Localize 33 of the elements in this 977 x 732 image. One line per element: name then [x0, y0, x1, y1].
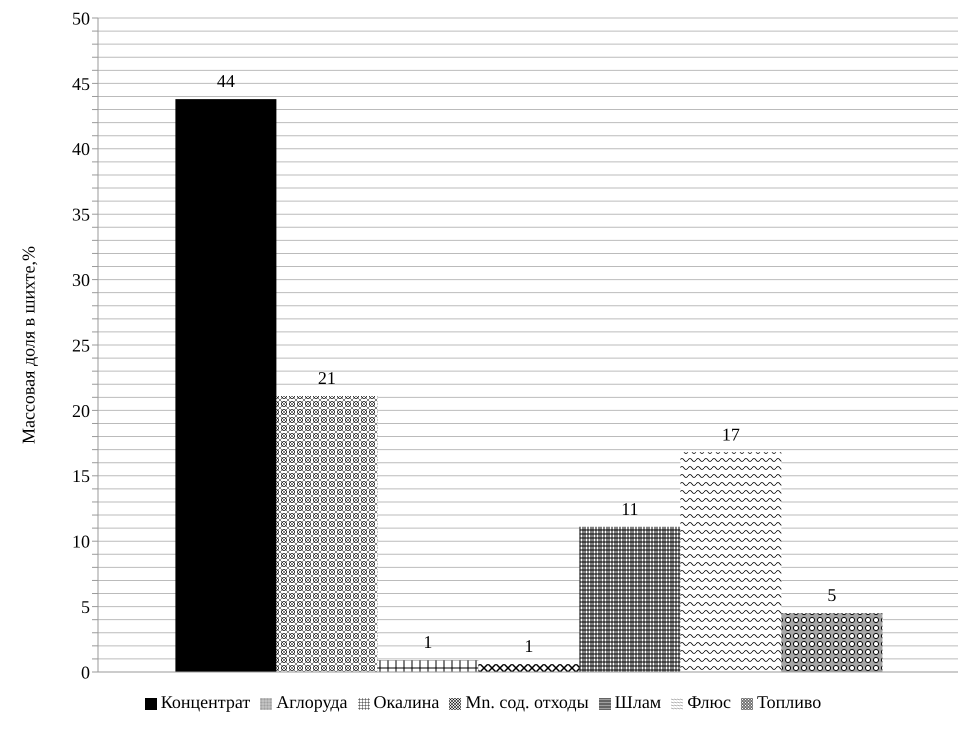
bar	[478, 664, 580, 672]
y-tick-label: 0	[81, 662, 90, 682]
y-tick-label: 40	[72, 139, 90, 160]
bar	[276, 396, 378, 672]
y-tick-label: 25	[72, 335, 90, 356]
y-tick-label: 30	[72, 270, 90, 290]
y-tick-label: 45	[72, 74, 90, 94]
legend-label: Шлам	[614, 692, 662, 712]
data-label: 5	[827, 585, 836, 606]
bar	[175, 99, 276, 672]
legend-label: Концентрат	[160, 692, 250, 712]
bar	[579, 526, 680, 672]
y-tick-label: 5	[81, 596, 90, 617]
data-label: 1	[423, 632, 432, 652]
data-label: 21	[318, 368, 336, 388]
y-tick-label: 15	[72, 466, 90, 486]
legend-label: Флюс	[687, 692, 731, 712]
legend-label: Окалина	[374, 692, 440, 712]
y-tick-label: 20	[72, 400, 90, 421]
legend-label: Mn. сод. отходы	[465, 692, 589, 712]
y-tick-label: 35	[72, 204, 90, 225]
legend-label: Аглоруда	[276, 692, 348, 712]
bar	[781, 613, 882, 672]
bar	[377, 660, 478, 672]
bar	[680, 452, 782, 672]
data-label: 11	[621, 498, 639, 519]
legend-label: Топливо	[756, 692, 822, 712]
data-label: 44	[216, 71, 235, 92]
data-label: 1	[524, 636, 534, 656]
y-tick-label: 10	[72, 532, 90, 552]
y-tick-label: 50	[72, 8, 90, 28]
y-axis-title: Массовая доля в шихте,%	[18, 246, 38, 444]
data-label: 17	[722, 424, 740, 444]
